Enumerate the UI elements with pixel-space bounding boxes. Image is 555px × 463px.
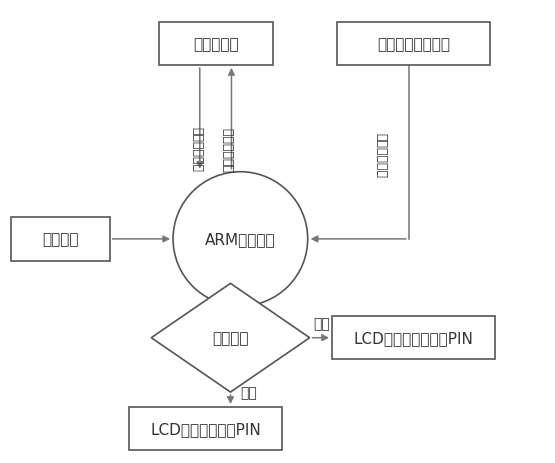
Text: 发送控制命令: 发送控制命令 bbox=[190, 126, 203, 171]
Polygon shape bbox=[152, 284, 310, 392]
Text: 被测母线: 被测母线 bbox=[42, 232, 78, 247]
Text: 良品: 良品 bbox=[240, 385, 257, 399]
Text: LCD显示良品，退PIN: LCD显示良品，退PIN bbox=[150, 421, 261, 436]
Text: 接收处理数据: 接收处理数据 bbox=[222, 126, 235, 171]
Text: 接收处理结果: 接收处理结果 bbox=[375, 133, 387, 178]
Bar bbox=[159, 23, 273, 66]
Text: LCD显示不良品，退PIN: LCD显示不良品，退PIN bbox=[354, 331, 473, 345]
Text: 处理结果: 处理结果 bbox=[212, 331, 249, 345]
Ellipse shape bbox=[173, 172, 307, 307]
Bar bbox=[337, 23, 491, 66]
Text: 不良: 不良 bbox=[313, 316, 330, 330]
Text: 上位机处理: 上位机处理 bbox=[193, 37, 239, 52]
Text: 数据处理显示结果: 数据处理显示结果 bbox=[377, 37, 450, 52]
Bar bbox=[332, 316, 495, 360]
Bar bbox=[129, 407, 282, 450]
Text: ARM处理中心: ARM处理中心 bbox=[205, 232, 276, 247]
Bar bbox=[11, 218, 110, 261]
